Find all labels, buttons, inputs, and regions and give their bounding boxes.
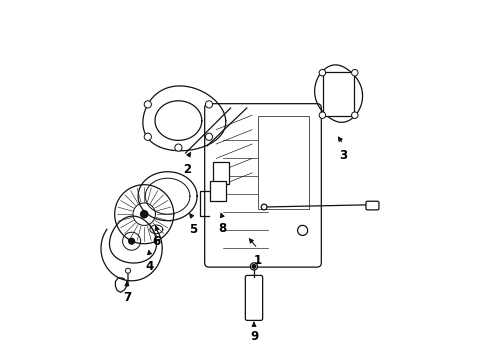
Circle shape xyxy=(205,133,213,140)
FancyBboxPatch shape xyxy=(213,162,229,184)
Circle shape xyxy=(319,112,326,118)
Circle shape xyxy=(129,238,134,244)
Text: 4: 4 xyxy=(146,260,154,273)
FancyBboxPatch shape xyxy=(366,201,379,210)
Text: 2: 2 xyxy=(183,163,192,176)
FancyBboxPatch shape xyxy=(210,181,225,201)
Text: 6: 6 xyxy=(153,235,161,248)
Text: 9: 9 xyxy=(250,330,258,343)
Circle shape xyxy=(261,204,267,210)
Circle shape xyxy=(297,225,308,235)
FancyBboxPatch shape xyxy=(323,72,354,116)
Text: 8: 8 xyxy=(218,222,226,235)
Text: 7: 7 xyxy=(123,291,131,304)
Circle shape xyxy=(144,101,151,108)
Circle shape xyxy=(351,112,358,118)
Text: 1: 1 xyxy=(253,254,262,267)
Circle shape xyxy=(351,69,358,76)
Circle shape xyxy=(252,265,256,268)
Circle shape xyxy=(250,263,258,270)
Circle shape xyxy=(144,133,151,140)
FancyBboxPatch shape xyxy=(245,275,263,320)
Circle shape xyxy=(205,101,213,108)
Text: 5: 5 xyxy=(189,223,197,236)
Text: 3: 3 xyxy=(339,149,347,162)
FancyBboxPatch shape xyxy=(258,116,310,209)
Circle shape xyxy=(125,268,130,273)
Circle shape xyxy=(319,69,326,76)
Circle shape xyxy=(175,144,182,151)
Circle shape xyxy=(141,211,148,218)
FancyBboxPatch shape xyxy=(205,104,321,267)
